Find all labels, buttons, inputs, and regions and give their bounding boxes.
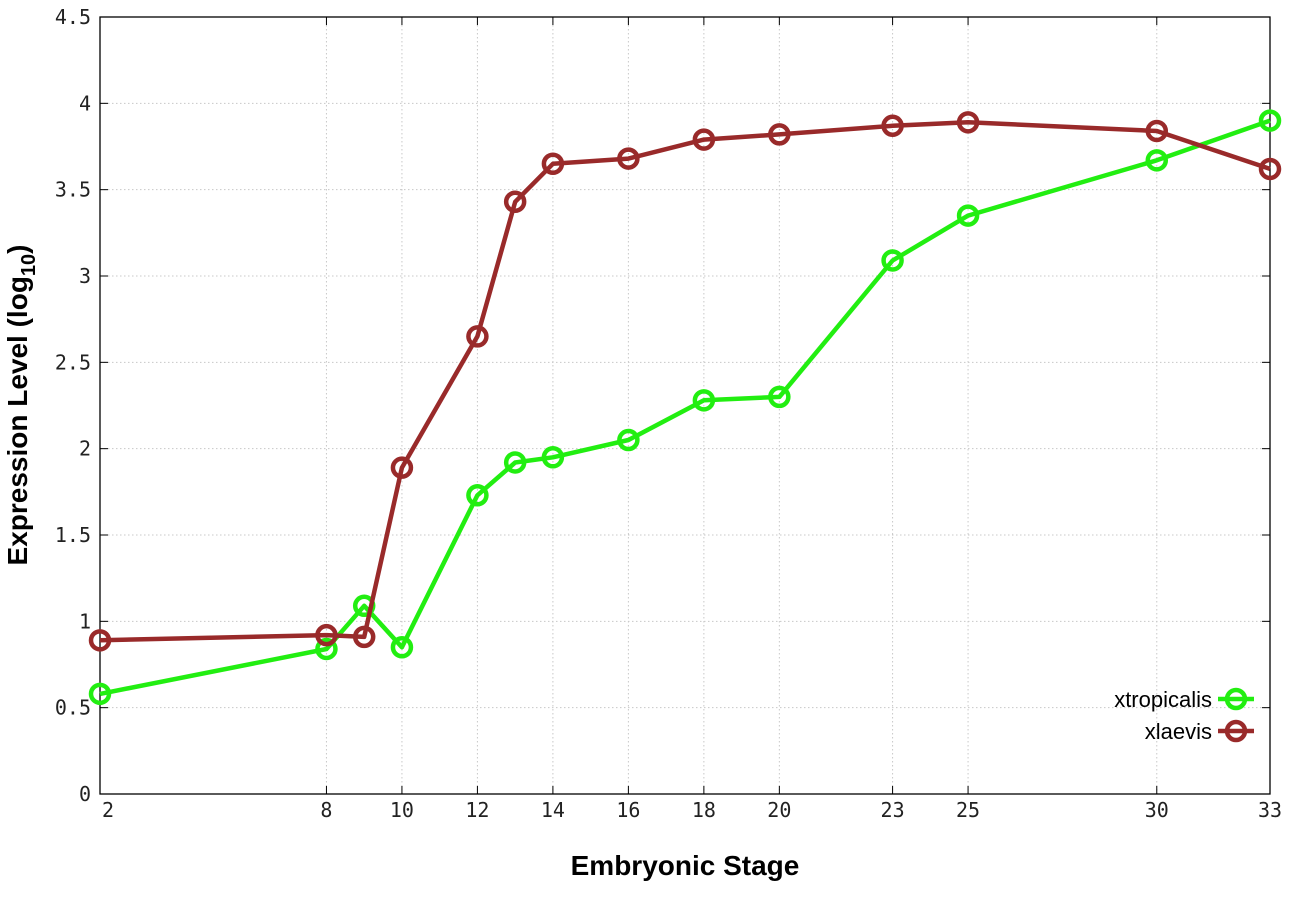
y-tick-label: 4.5 [55, 5, 91, 29]
data-point-xtropicalis [692, 389, 716, 412]
grid-lines [100, 17, 1270, 794]
data-point-xtropicalis [1258, 109, 1282, 132]
y-tick-label: 2 [79, 437, 91, 461]
x-tick-label: 33 [1258, 798, 1282, 822]
data-point-xlaevis [881, 114, 904, 138]
x-tick-label: 8 [320, 798, 332, 822]
y-axis-title-subscript: 10 [18, 254, 40, 276]
legend-item-xtropicalis: xtropicalis [1114, 687, 1254, 712]
y-tick-label: 3 [79, 264, 91, 288]
y-tick-label: 1.5 [55, 523, 91, 547]
legend-label: xlaevis [1145, 719, 1212, 744]
legend-item-xlaevis: xlaevis [1145, 719, 1254, 744]
data-point-xtropicalis [956, 204, 980, 227]
data-point-xtropicalis [617, 428, 640, 452]
y-tick-label: 4 [79, 91, 91, 115]
data-point-xlaevis [768, 123, 791, 146]
data-point-xtropicalis [541, 446, 565, 469]
x-tick-label: 14 [541, 798, 565, 822]
series-xtropicalis [88, 109, 1282, 706]
series-line-xlaevis [99, 120, 1271, 643]
data-point-xtropicalis [503, 451, 527, 474]
data-point-xlaevis [390, 456, 414, 479]
data-point-xtropicalis [390, 635, 414, 659]
data-point-xlaevis [352, 625, 376, 649]
x-axis: 2 8 10 12 14 16 18 20 23 25 30 33 [99, 17, 1282, 822]
data-point-xtropicalis [466, 484, 489, 507]
data-point-xtropicalis [1145, 149, 1169, 172]
x-tick-label: 20 [767, 798, 791, 822]
data-point-xlaevis [88, 629, 112, 652]
series-line-xtropicalis [99, 118, 1271, 697]
legend-label: xtropicalis [1114, 687, 1212, 712]
data-point-xlaevis [466, 325, 489, 348]
x-tick-label: 30 [1145, 798, 1169, 822]
x-tick-label: 16 [616, 798, 640, 822]
series-xlaevis [88, 111, 1282, 652]
y-tick-label: 3.5 [55, 178, 91, 202]
data-point-xtropicalis [881, 249, 904, 272]
legend: xtropicalis xlaevis [1114, 687, 1254, 744]
y-axis: 0 0.5 1 1.5 2 2.5 3 3.5 4 4.5 [55, 5, 1270, 806]
plot-frame [99, 16, 1271, 795]
x-tick-label: 23 [881, 798, 905, 822]
data-point-xtropicalis [315, 637, 338, 661]
legend-swatch-marker [1224, 719, 1248, 743]
y-tick-label: 2.5 [55, 350, 91, 374]
x-axis-title: Embryonic Stage [571, 850, 800, 881]
x-tick-label: 10 [390, 798, 414, 822]
y-tick-label: 0.5 [55, 696, 91, 720]
legend-swatch-marker [1224, 687, 1248, 711]
data-point-xlaevis [956, 111, 980, 134]
data-point-xlaevis [541, 152, 565, 176]
data-point-xtropicalis [768, 385, 791, 409]
data-point-xlaevis [503, 190, 527, 214]
data-point-xlaevis [1258, 157, 1282, 181]
data-point-xlaevis [315, 623, 338, 647]
data-point-xlaevis [617, 147, 640, 170]
y-axis-title-close: ) [2, 245, 33, 254]
series-layer [88, 109, 1282, 706]
y-tick-label: 0 [79, 782, 91, 806]
data-point-xlaevis [692, 128, 716, 151]
data-point-xtropicalis [88, 682, 112, 706]
y-axis-title: Expression Level (log10) [2, 245, 40, 566]
data-point-xlaevis [1145, 119, 1169, 143]
y-axis-title-main: Expression Level (log [2, 276, 33, 565]
x-tick-label: 25 [956, 798, 980, 822]
x-tick-label: 2 [102, 798, 114, 822]
x-tick-label: 18 [692, 798, 716, 822]
y-tick-label: 1 [79, 609, 91, 633]
x-tick-label: 12 [465, 798, 489, 822]
